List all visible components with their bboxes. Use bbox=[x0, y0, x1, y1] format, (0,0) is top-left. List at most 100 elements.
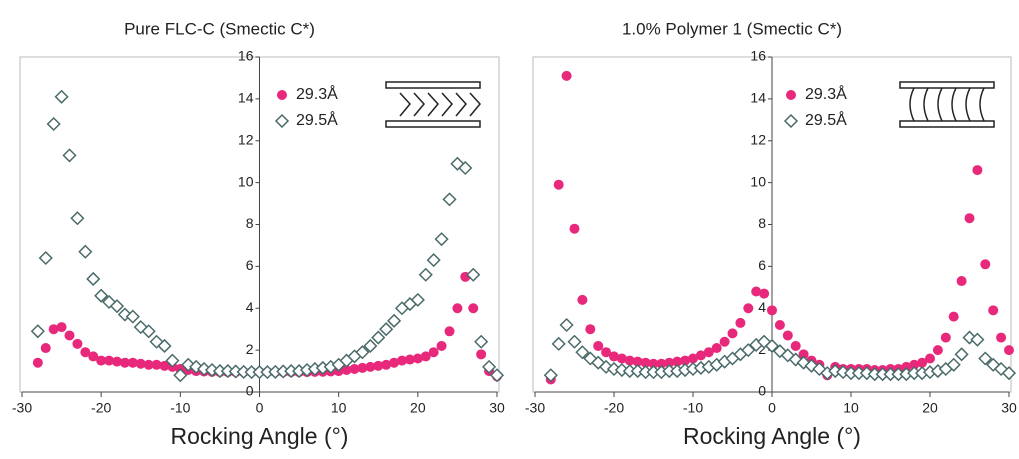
circle-point bbox=[48, 324, 59, 335]
diamond-point bbox=[141, 324, 156, 339]
circle-point bbox=[72, 338, 83, 349]
diamond-point bbox=[109, 299, 125, 314]
circle-point bbox=[609, 351, 619, 362]
diamond-point bbox=[78, 244, 93, 259]
diamond-point bbox=[371, 330, 386, 345]
circle-point bbox=[648, 358, 659, 369]
chart-title: 1.0% Polymer 1 (Smectic C*) bbox=[622, 19, 842, 38]
y-tick-label: 12 bbox=[238, 131, 254, 147]
legend-marker bbox=[277, 90, 287, 100]
diamond-point bbox=[543, 368, 558, 383]
circle-point bbox=[389, 357, 400, 368]
diamond-point bbox=[379, 322, 394, 337]
y-tick-label: 6 bbox=[246, 257, 254, 273]
x-tick-label: 10 bbox=[331, 400, 347, 416]
circle-point bbox=[917, 357, 928, 368]
diamond-point bbox=[434, 232, 449, 247]
circle-point bbox=[932, 345, 943, 356]
circle-point bbox=[798, 349, 809, 360]
circle-point bbox=[790, 340, 801, 351]
x-tick-label: 0 bbox=[768, 400, 776, 416]
circle-point bbox=[112, 356, 122, 367]
circle-point bbox=[135, 358, 146, 369]
y-tick-label: 0 bbox=[246, 383, 254, 399]
circle-point bbox=[80, 347, 91, 358]
y-tick-label: 14 bbox=[750, 90, 766, 106]
circle-point bbox=[601, 347, 612, 358]
diamond-point bbox=[772, 344, 787, 359]
circle-point bbox=[782, 330, 793, 341]
circle-point bbox=[727, 328, 738, 339]
circle-point bbox=[948, 311, 959, 322]
diamond-point bbox=[978, 351, 993, 366]
diamond-point bbox=[62, 148, 77, 163]
x-tick-label: -30 bbox=[525, 400, 545, 416]
legend-marker bbox=[783, 113, 799, 129]
circle-point bbox=[751, 286, 762, 297]
x-tick-label: -10 bbox=[683, 400, 703, 416]
diamond-point bbox=[551, 336, 566, 351]
diamond-point bbox=[567, 334, 582, 349]
diamond-point bbox=[363, 338, 378, 353]
diamond-point bbox=[559, 317, 574, 333]
circle-point bbox=[956, 276, 967, 287]
circle-point bbox=[341, 365, 352, 376]
y-tick-label: 16 bbox=[238, 48, 254, 64]
circle-point bbox=[719, 336, 730, 347]
legend-label: 29.5Å bbox=[805, 110, 847, 129]
circle-point bbox=[569, 223, 580, 234]
legend-label: 29.5Å bbox=[296, 110, 338, 129]
diamond-point bbox=[962, 330, 977, 345]
circle-point bbox=[624, 355, 635, 366]
diamond-point bbox=[458, 160, 473, 176]
circle-point bbox=[940, 332, 951, 343]
circle-point bbox=[593, 340, 604, 351]
circle-point bbox=[964, 213, 975, 224]
circle-point bbox=[672, 356, 683, 367]
schematic-left bbox=[385, 81, 481, 128]
circle-point bbox=[404, 354, 415, 365]
y-tick-label: 2 bbox=[758, 341, 766, 357]
x-tick-label: 10 bbox=[843, 400, 859, 416]
diamond-point bbox=[812, 361, 827, 377]
legend-marker bbox=[786, 90, 796, 100]
diamond-point bbox=[788, 352, 803, 367]
circle-point bbox=[412, 353, 423, 364]
diamond-point bbox=[466, 267, 481, 282]
x-tick-label: -20 bbox=[604, 400, 624, 416]
diamond-point bbox=[70, 211, 85, 226]
diamond-point bbox=[355, 345, 370, 360]
diamond-point bbox=[30, 324, 45, 339]
x-tick-label: -30 bbox=[12, 400, 32, 416]
circle-point bbox=[640, 357, 651, 368]
circle-point bbox=[127, 357, 138, 368]
y-tick-label: 10 bbox=[750, 173, 766, 189]
diamond-point bbox=[946, 357, 961, 372]
diamond-point bbox=[117, 307, 132, 322]
diamond-point bbox=[482, 359, 497, 374]
y-tick-label: 10 bbox=[238, 173, 254, 189]
diamond-point bbox=[54, 89, 69, 104]
circle-point bbox=[972, 165, 983, 176]
x-tick-label: 0 bbox=[256, 400, 264, 416]
circle-point bbox=[119, 357, 130, 368]
diamond-point bbox=[764, 338, 780, 353]
circle-point bbox=[159, 360, 170, 371]
y-tick-label: 4 bbox=[246, 299, 254, 315]
circle-point bbox=[561, 70, 572, 81]
diamond-point bbox=[46, 116, 61, 132]
y-tick-label: 0 bbox=[758, 383, 766, 399]
diamond-point bbox=[442, 192, 457, 207]
diamond-point bbox=[474, 334, 489, 349]
diamond-point bbox=[189, 359, 204, 374]
diamond-point bbox=[173, 368, 188, 383]
circle-point bbox=[743, 303, 754, 314]
diamond-point bbox=[157, 338, 172, 353]
y-tick-label: 4 bbox=[758, 299, 766, 315]
diamond-point bbox=[796, 355, 811, 370]
circle-point bbox=[428, 347, 439, 358]
circle-point bbox=[767, 305, 777, 316]
y-tick-label: 16 bbox=[750, 48, 766, 64]
diamond-point bbox=[133, 320, 148, 335]
circle-point bbox=[436, 340, 447, 351]
